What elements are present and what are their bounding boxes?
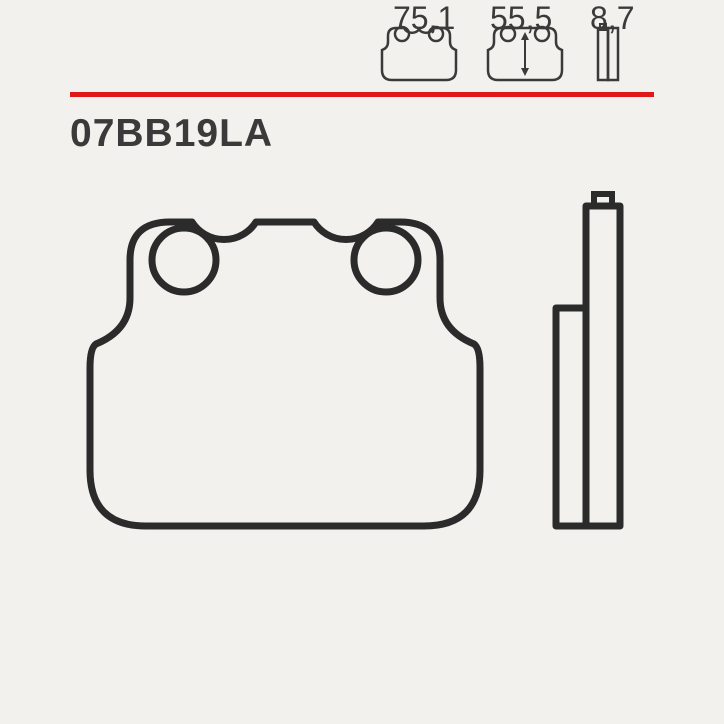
part-number: 07BB19LA xyxy=(70,112,273,156)
dimension-height: 55,5 xyxy=(490,0,552,37)
brake-pad-outline-svg xyxy=(80,190,644,660)
front-view xyxy=(90,222,480,526)
side-view xyxy=(556,194,620,526)
dimension-width: 75,1 xyxy=(393,0,455,37)
dimension-thickness: 8,7 xyxy=(590,0,634,37)
technical-drawing xyxy=(80,190,644,660)
spec-row: 07BB19LA xyxy=(70,112,654,156)
red-separator-line xyxy=(70,92,654,97)
page-container: 07BB19LA 75,1 55,5 8,7 xyxy=(0,0,724,724)
